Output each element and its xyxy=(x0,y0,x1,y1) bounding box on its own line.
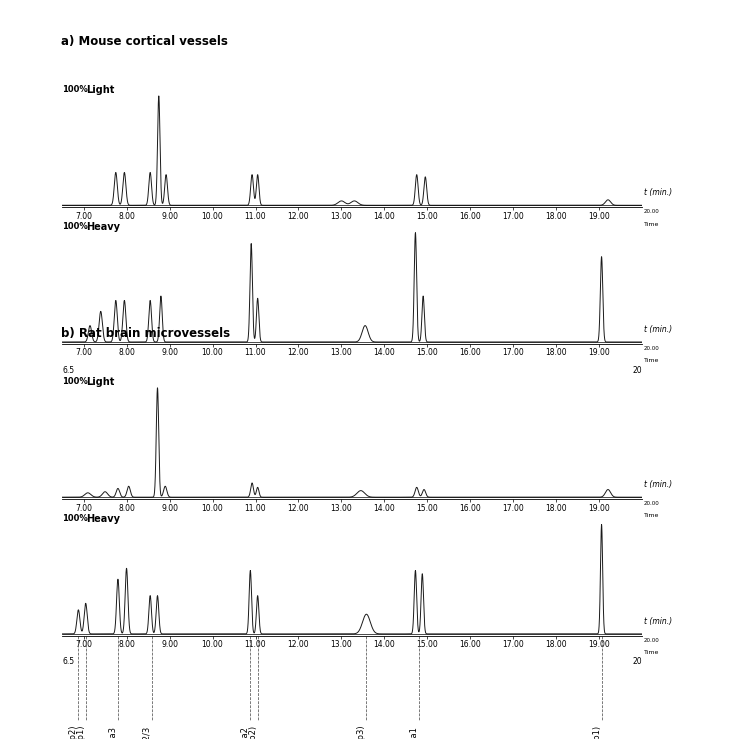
Text: Time: Time xyxy=(644,514,659,519)
Text: Time: Time xyxy=(644,222,659,227)
Text: 6.5: 6.5 xyxy=(62,366,74,375)
Text: Light: Light xyxy=(86,377,115,387)
Text: 20.00: 20.00 xyxy=(644,501,659,506)
Text: P-gp (p1): P-gp (p1) xyxy=(77,726,85,739)
Text: 100%: 100% xyxy=(62,85,88,94)
Text: 6.5: 6.5 xyxy=(62,521,74,530)
Text: 100%: 100% xyxy=(62,377,88,386)
Text: Time: Time xyxy=(644,650,659,655)
Text: 20.00: 20.00 xyxy=(644,209,659,214)
Text: t (min.): t (min.) xyxy=(644,480,672,489)
Text: a) Mouse cortical vessels: a) Mouse cortical vessels xyxy=(61,35,228,48)
Text: 20: 20 xyxy=(633,521,642,530)
Text: 20: 20 xyxy=(633,366,642,375)
Text: Time: Time xyxy=(644,358,659,364)
Text: b) Rat brain microvessels: b) Rat brain microvessels xyxy=(61,327,231,340)
Text: t (min.): t (min.) xyxy=(644,617,672,626)
Text: Atp1a2: Atp1a2 xyxy=(242,726,250,739)
Text: t (min.): t (min.) xyxy=(644,325,672,334)
Text: P-gp (p2): P-gp (p2) xyxy=(69,726,78,739)
Text: Atp1a1: Atp1a1 xyxy=(410,726,419,739)
Text: 100%: 100% xyxy=(62,222,88,231)
Text: Light: Light xyxy=(86,85,115,95)
Text: 20: 20 xyxy=(633,229,642,238)
Text: Heavy: Heavy xyxy=(86,222,120,232)
Text: Atp1a3: Atp1a3 xyxy=(109,726,118,739)
Text: t (min.): t (min.) xyxy=(644,188,672,197)
Text: 6.5: 6.5 xyxy=(62,229,74,238)
Text: 20.00: 20.00 xyxy=(644,638,659,643)
Text: 100%: 100% xyxy=(62,514,88,522)
Text: Bcrp (p2): Bcrp (p2) xyxy=(249,726,258,739)
Text: 6.5: 6.5 xyxy=(62,658,74,667)
Text: 20: 20 xyxy=(633,658,642,667)
Text: Bcrp (p1): Bcrp (p1) xyxy=(593,726,602,739)
Text: Heavy: Heavy xyxy=(86,514,120,524)
Text: Atp1a1/2/3: Atp1a1/2/3 xyxy=(143,726,153,739)
Text: 20.00: 20.00 xyxy=(644,346,659,351)
Text: P-gp (p3): P-gp (p3) xyxy=(358,726,366,739)
